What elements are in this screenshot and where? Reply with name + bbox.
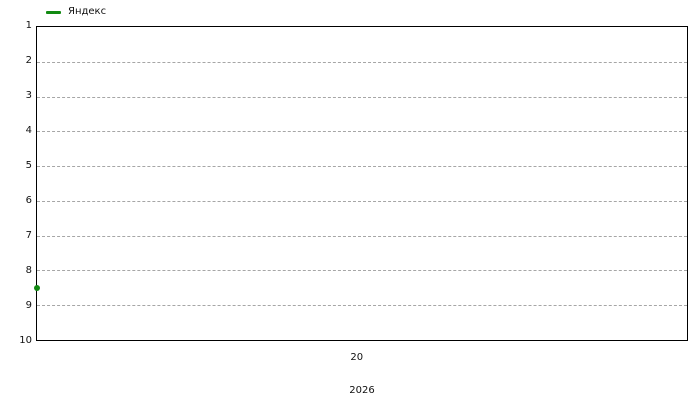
y-tick-label-7: 7	[25, 230, 32, 241]
y-tick-label-1: 1	[25, 20, 32, 31]
x-axis-labels: 20	[36, 353, 688, 365]
plot-area	[34, 26, 688, 341]
series-line-swatch-icon	[46, 10, 61, 14]
y-axis-labels: 1 2 3 4 5 6 7 8 9 10	[0, 21, 32, 346]
y-tick-label-5: 5	[25, 159, 32, 171]
gridline-y-2	[37, 61, 687, 63]
y-tick-label-3: 3	[25, 89, 32, 101]
gridline-y-4	[37, 131, 687, 133]
y-tick-label-8: 8	[25, 265, 32, 276]
gridline-y-5	[37, 166, 687, 168]
x-axis-year-label: 2026	[36, 386, 688, 398]
y-tick-label-10: 10	[19, 335, 32, 346]
data-point-marker-0[interactable]	[34, 284, 40, 291]
y-tick-label-4: 4	[25, 125, 32, 136]
gridline-y-3	[37, 96, 687, 98]
gridline-y-7	[37, 235, 687, 237]
x-tick-label-0: 20	[350, 352, 364, 363]
gridline-y-9	[37, 305, 687, 307]
y-tick-label-6: 6	[25, 195, 32, 206]
gridline-y-8	[37, 270, 687, 272]
chart-legend: Яндекс	[46, 7, 106, 17]
year-label-text: 2026	[349, 385, 375, 396]
legend-label: Яндекс	[68, 6, 107, 17]
y-tick-label-2: 2	[25, 54, 32, 66]
legend-item-yandex[interactable]: Яндекс	[46, 7, 106, 17]
gridline-y-6	[37, 200, 687, 202]
y-tick-label-9: 9	[25, 299, 32, 311]
